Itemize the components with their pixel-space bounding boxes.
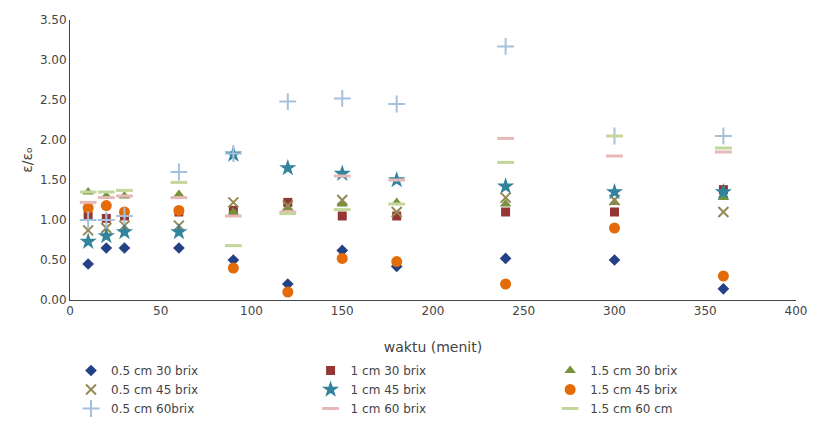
- svg-text:2.50: 2.50: [40, 93, 67, 107]
- svg-text:ε/εₒ: ε/εₒ: [19, 147, 35, 173]
- svg-text:400: 400: [785, 304, 808, 318]
- svg-text:200: 200: [422, 304, 445, 318]
- svg-text:1 cm 30 brix: 1 cm 30 brix: [351, 364, 427, 378]
- svg-text:1.5 cm 45 brix: 1.5 cm 45 brix: [590, 383, 677, 397]
- svg-text:0.5 cm 45 brix: 0.5 cm 45 brix: [111, 383, 198, 397]
- svg-text:1 cm 45 brix: 1 cm 45 brix: [351, 383, 427, 397]
- svg-text:0.5 cm 60brix: 0.5 cm 60brix: [111, 402, 194, 416]
- svg-text:1 cm 60 brix: 1 cm 60 brix: [351, 402, 427, 416]
- svg-text:250: 250: [512, 304, 535, 318]
- svg-text:1.5 cm 30 brix: 1.5 cm 30 brix: [590, 364, 677, 378]
- svg-text:50: 50: [153, 304, 168, 318]
- svg-text:0: 0: [66, 304, 74, 318]
- svg-text:1.50: 1.50: [40, 173, 67, 187]
- svg-text:150: 150: [331, 304, 354, 318]
- svg-text:1.5 cm 60 cm: 1.5 cm 60 cm: [590, 402, 672, 416]
- svg-text:3.50: 3.50: [40, 13, 67, 27]
- svg-text:0.5 cm 30 brix: 0.5 cm 30 brix: [111, 364, 198, 378]
- svg-text:0.00: 0.00: [40, 293, 67, 307]
- svg-text:1.00: 1.00: [40, 213, 67, 227]
- svg-text:100: 100: [240, 304, 263, 318]
- svg-text:2.00: 2.00: [40, 133, 67, 147]
- svg-text:0.50: 0.50: [40, 253, 67, 267]
- svg-text:waktu (menit): waktu (menit): [384, 339, 482, 355]
- svg-text:3.00: 3.00: [40, 53, 67, 67]
- svg-text:300: 300: [603, 304, 626, 318]
- svg-text:350: 350: [694, 304, 717, 318]
